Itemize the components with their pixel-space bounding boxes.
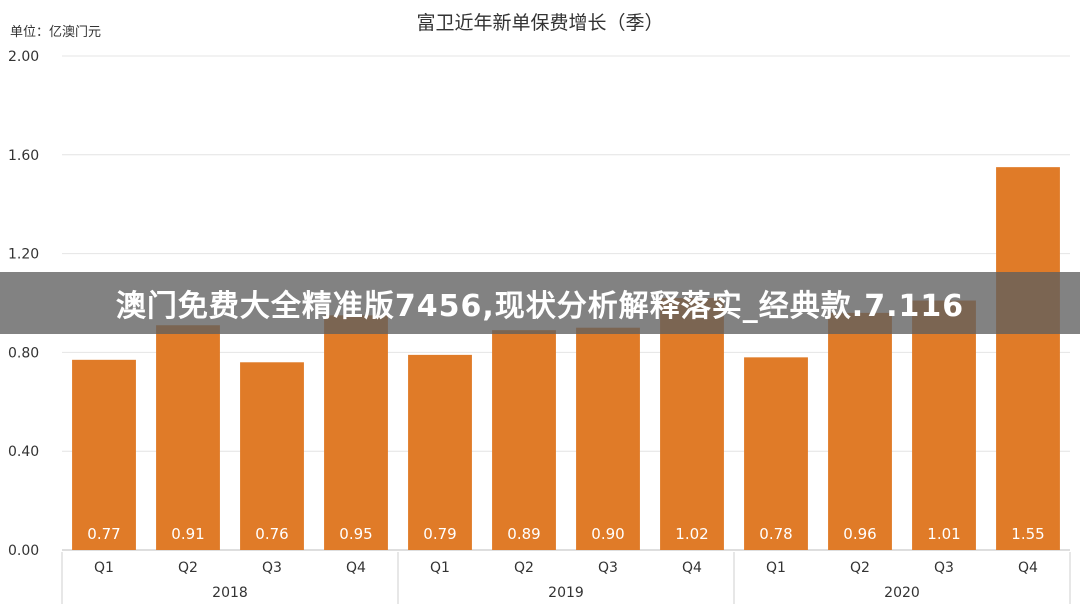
bar (324, 315, 388, 550)
bar (912, 300, 976, 550)
bar-value-label: 0.76 (255, 525, 288, 543)
x-axis: Q1 Q2 Q3 Q4 Q1 Q2 Q3 Q4 Q1 Q2 Q3 Q4 2018 2019 2020 (61, 552, 1071, 604)
bar (996, 167, 1060, 550)
x-tick-label: Q4 (1018, 560, 1038, 576)
y-tick-label: 0.80 (8, 345, 39, 361)
chart-title: 富卫近年新单保费增长（季） (416, 12, 663, 34)
bar-value-label: 1.02 (675, 525, 708, 543)
bar-value-label: 0.91 (171, 525, 204, 543)
bar (828, 312, 892, 550)
bar-value-label: 0.89 (507, 525, 540, 543)
bar-value-label: 0.96 (843, 525, 876, 543)
bar (660, 298, 724, 550)
bar-value-label: 0.95 (339, 525, 372, 543)
bar-value-label: 1.01 (927, 525, 960, 543)
x-tick-label: Q1 (94, 560, 114, 576)
bar (240, 362, 304, 550)
bar-value-label: 1.55 (1011, 525, 1044, 543)
x-tick-label: Q1 (430, 560, 450, 576)
grid-lines (62, 55, 1070, 551)
x-tick-label: Q3 (934, 560, 954, 576)
overlay-banner: 澳门免费大全精准版7456,现状分析解释落实_经典款.7.116 (0, 272, 1080, 334)
y-tick-label: 0.40 (8, 444, 39, 460)
bar (408, 354, 472, 550)
y-tick-label: 1.20 (8, 247, 39, 263)
x-tick-label: Q1 (766, 560, 786, 576)
x-tick-label: Q3 (598, 560, 618, 576)
bar-value-label: 0.78 (759, 525, 792, 543)
overlay-text: 澳门免费大全精准版7456,现状分析解释落实_经典款.7.116 (115, 289, 965, 324)
x-tick-label: Q2 (514, 560, 534, 576)
bar (492, 330, 556, 550)
value-labels: 0.77 0.91 0.76 0.95 0.79 0.89 0.90 1.02 0.78 0.96… (87, 525, 1044, 543)
x-tick-label: Q3 (262, 560, 282, 576)
x-tick-label: Q4 (346, 560, 366, 576)
bar (156, 325, 220, 550)
y-tick-label: 0.00 (8, 543, 39, 559)
y-tick-label: 2.00 (8, 49, 39, 65)
bars (72, 167, 1060, 550)
y-axis-ticks: 0.00 0.40 0.80 1.20 1.60 2.00 (8, 49, 39, 559)
y-tick-label: 1.60 (8, 148, 39, 164)
unit-label: 单位：亿澳门元 (10, 24, 101, 40)
bar (744, 357, 808, 550)
bar (72, 359, 136, 550)
bar-value-label: 0.77 (87, 525, 120, 543)
x-group-label: 2018 (212, 585, 248, 601)
bar-value-label: 0.90 (591, 525, 624, 543)
x-group-label: 2019 (548, 585, 584, 601)
x-group-label: 2020 (884, 585, 920, 601)
bar (576, 327, 640, 550)
bar-value-label: 0.79 (423, 525, 456, 543)
x-tick-label: Q2 (850, 560, 870, 576)
x-tick-label: Q2 (178, 560, 198, 576)
x-tick-label: Q4 (682, 560, 702, 576)
